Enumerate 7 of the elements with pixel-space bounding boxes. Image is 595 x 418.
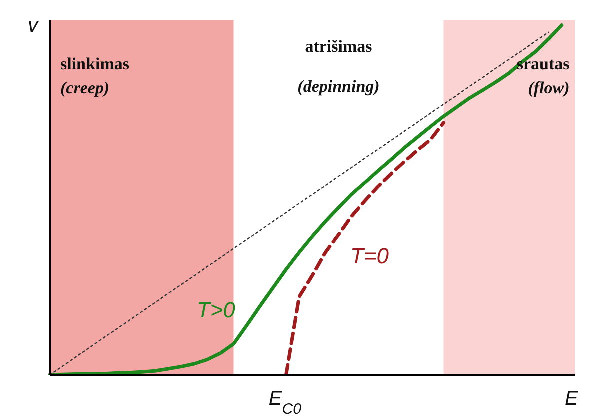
y-axis-title: v xyxy=(28,15,39,37)
annotation: slinkimas (creep) xyxy=(60,54,130,98)
text: E$_{C0}$ xyxy=(268,388,302,418)
x-axis-title: E xyxy=(565,388,579,410)
series-label: T>0 xyxy=(196,298,236,323)
series-label: T=0 xyxy=(350,244,390,269)
text: atrišimas (depinning) xyxy=(298,36,380,96)
